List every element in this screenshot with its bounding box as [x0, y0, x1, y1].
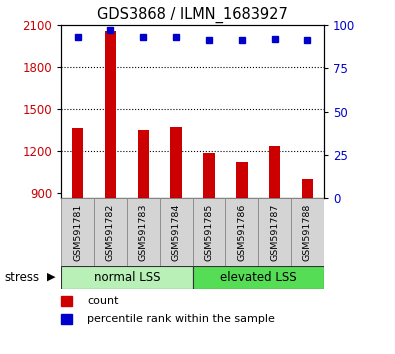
- Text: count: count: [88, 296, 119, 306]
- Text: GSM591784: GSM591784: [172, 204, 181, 261]
- Bar: [170, 127, 182, 198]
- Bar: [160, 198, 192, 266]
- Bar: [61, 198, 94, 266]
- Bar: [61, 266, 193, 289]
- Bar: [193, 266, 324, 289]
- Text: GSM591785: GSM591785: [205, 204, 213, 261]
- Bar: [236, 162, 248, 198]
- Bar: [61, 314, 72, 324]
- Text: GSM591781: GSM591781: [73, 204, 82, 261]
- Text: ▶: ▶: [47, 272, 56, 282]
- Bar: [137, 130, 149, 198]
- Title: GDS3868 / ILMN_1683927: GDS3868 / ILMN_1683927: [97, 7, 288, 23]
- Bar: [61, 296, 72, 306]
- Bar: [105, 31, 116, 198]
- Text: GSM591787: GSM591787: [270, 204, 279, 261]
- Bar: [226, 198, 258, 266]
- Bar: [193, 198, 226, 266]
- Bar: [269, 147, 280, 198]
- Bar: [302, 179, 313, 198]
- Text: GSM591786: GSM591786: [237, 204, 246, 261]
- Bar: [258, 198, 291, 266]
- Bar: [203, 154, 215, 198]
- Text: GSM591782: GSM591782: [106, 204, 115, 261]
- Text: elevated LSS: elevated LSS: [220, 270, 297, 284]
- Bar: [72, 128, 83, 198]
- Bar: [94, 198, 127, 266]
- Text: normal LSS: normal LSS: [94, 270, 160, 284]
- Text: stress: stress: [4, 270, 39, 284]
- Bar: [127, 198, 160, 266]
- Text: GSM591783: GSM591783: [139, 204, 148, 261]
- Text: percentile rank within the sample: percentile rank within the sample: [88, 314, 275, 324]
- Bar: [291, 198, 324, 266]
- Text: GSM591788: GSM591788: [303, 204, 312, 261]
